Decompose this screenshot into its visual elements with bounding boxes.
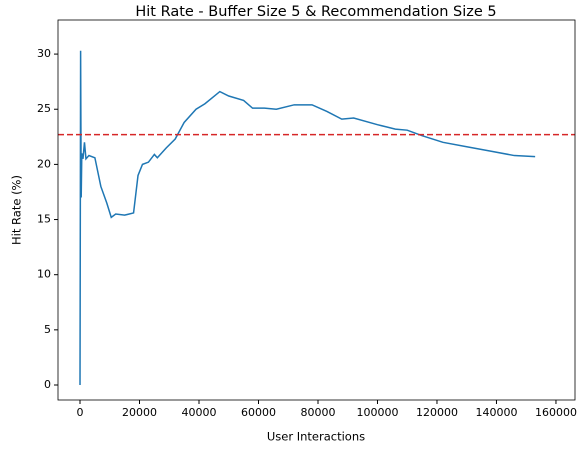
x-tick-label: 40000	[182, 406, 217, 419]
y-tick-label: 20	[37, 157, 51, 170]
x-tick-label: 120000	[416, 406, 458, 419]
x-axis-label: User Interactions	[267, 430, 365, 444]
y-tick-label: 5	[44, 323, 51, 336]
y-tick-label: 25	[37, 102, 51, 115]
x-tick-label: 60000	[241, 406, 276, 419]
y-tick-label: 0	[44, 378, 51, 391]
x-tick-label: 100000	[356, 406, 398, 419]
y-tick-label: 10	[37, 268, 51, 281]
chart-title: Hit Rate - Buffer Size 5 & Recommendatio…	[135, 4, 496, 20]
x-tick-label: 0	[77, 406, 84, 419]
x-tick-label: 160000	[535, 406, 577, 419]
plot-frame	[57, 19, 576, 401]
y-axis-label: Hit Rate (%)	[10, 175, 24, 245]
y-tick-label: 15	[37, 213, 51, 226]
x-tick-label: 20000	[122, 406, 157, 419]
y-tick-label: 30	[37, 47, 51, 60]
x-tick-label: 80000	[300, 406, 335, 419]
data-line	[79, 50, 536, 386]
x-tick-label: 140000	[475, 406, 517, 419]
